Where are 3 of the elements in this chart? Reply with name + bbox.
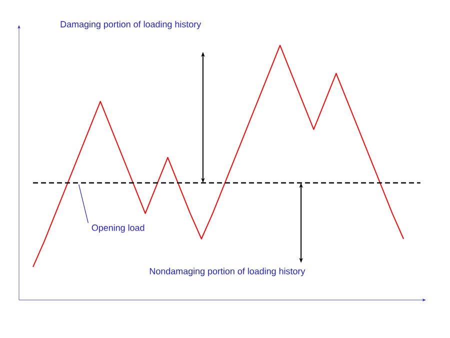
- text: Damaging portion of loading history: [60, 20, 202, 30]
- annotation: Opening load: [92, 224, 144, 233]
- annotation: Nondamaging portion of loading history: [150, 268, 306, 276]
